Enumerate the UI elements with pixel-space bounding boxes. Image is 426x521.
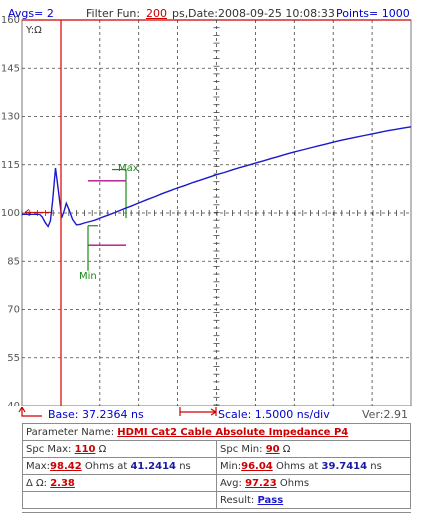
spec-max-cell: Spc Max: 110 Ω	[22, 440, 217, 458]
avg-cell: Avg: 97.23 Ohms	[216, 474, 411, 492]
y-tick-labels: 160 145 130 115 100 85 70 55 40	[1, 15, 20, 406]
min-marker-label: Min	[79, 271, 97, 282]
spec-max-value[interactable]: 110	[74, 443, 96, 455]
delta-cell: Δ Ω: 2.38	[22, 474, 217, 492]
spec-min-cell: Spc Min: 90 Ω	[216, 440, 411, 458]
min-measure-cell: Min:96.04 Ohms at 39.7414 ns	[216, 457, 411, 475]
version-label: Ver:2.91	[362, 408, 408, 421]
delta-value: 2.38	[50, 477, 75, 489]
table-row: Result: Pass	[22, 491, 411, 509]
y-tick-label: 85	[7, 256, 20, 267]
parameter-name-value[interactable]: HDMI Cat2 Cable Absolute Impedance P4	[117, 426, 349, 438]
y-tick-label: 160	[1, 15, 20, 26]
filter-value[interactable]: 200	[146, 7, 167, 20]
avg-value: 97.23	[245, 477, 277, 489]
max-measure-cell: Max:98.42 Ohms at 41.2414 ns	[22, 457, 217, 475]
points-readout: Points= 1000	[336, 7, 410, 20]
table-row: Δ Ω: 2.38 Avg: 97.23 Ohms	[22, 474, 411, 492]
table-row: Spc Max: 110 Ω Spc Min: 90 Ω	[22, 440, 411, 458]
empty-cell	[22, 491, 217, 509]
table-row: Parameter Name: HDMI Cat2 Cable Absolute…	[22, 423, 411, 441]
filter-unit: ps,	[172, 7, 189, 20]
footer-arrows	[18, 406, 217, 417]
plot-grid	[21, 19, 412, 406]
spec-min-value[interactable]: 90	[265, 443, 280, 455]
y-tick-label: 100	[1, 208, 20, 219]
date-readout: Date:2008-09-25 10:08:33	[188, 7, 335, 20]
y-tick-label: 145	[1, 63, 20, 74]
scale-readout: Scale: 1.5000 ns/div	[218, 408, 330, 421]
max-time: 41.2414	[130, 460, 176, 472]
impedance-plot: 160 145 130 115 100 85 70 55 40 Y:Ω Max Min	[1, 15, 412, 406]
y-tick-label: 130	[1, 112, 20, 123]
y-tick-label: 70	[7, 305, 20, 316]
y-axis-label: Y:Ω	[25, 25, 42, 36]
y-tick-label: 55	[7, 353, 20, 364]
bottom-divider	[22, 512, 411, 513]
avgs-readout: Avgs= 2	[8, 7, 54, 20]
table-row: Max:98.42 Ohms at 41.2414 ns Min:96.04 O…	[22, 457, 411, 475]
result-value[interactable]: Pass	[257, 494, 284, 506]
footer-bar: Base: 37.2364 ns Scale: 1.5000 ns/div Ve…	[0, 404, 426, 424]
header-bar: Avgs= 2 Filter Fun: 200 ps, Date:2008-09…	[0, 0, 426, 22]
max-marker-label: Max	[118, 163, 139, 174]
filter-label: Filter Fun:	[86, 7, 141, 20]
min-value: 96.04	[241, 460, 273, 472]
parameter-name-cell: Parameter Name: HDMI Cat2 Cable Absolute…	[22, 423, 411, 441]
result-cell: Result: Pass	[216, 491, 411, 509]
impedance-trace	[22, 126, 412, 228]
max-value: 98.42	[50, 460, 82, 472]
measurement-markers	[24, 168, 127, 271]
results-table: Parameter Name: HDMI Cat2 Cable Absolute…	[22, 423, 411, 509]
y-tick-label: 115	[1, 160, 20, 171]
base-readout: Base: 37.2364 ns	[48, 408, 144, 421]
min-time: 39.7414	[321, 460, 368, 472]
y-tick-label: 40	[7, 401, 20, 406]
